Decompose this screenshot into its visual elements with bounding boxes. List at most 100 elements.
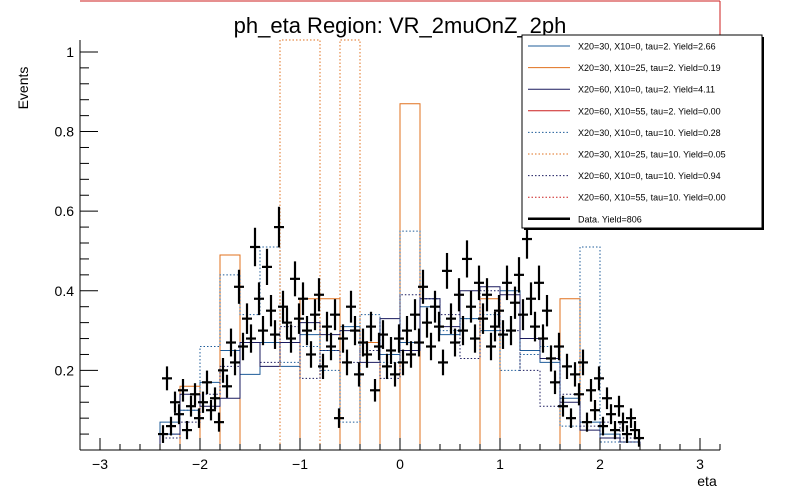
data-point	[258, 315, 268, 346]
data-point	[298, 282, 308, 316]
x-axis-label: eta	[697, 473, 717, 489]
data-point	[410, 299, 420, 331]
data-point	[610, 420, 620, 440]
data-point	[178, 378, 188, 402]
legend-label: X20=30, X10=0, tau=2. Yield=2.66	[578, 42, 716, 52]
x-tick-label: −3	[92, 456, 108, 472]
data-point	[354, 362, 364, 387]
data-point	[342, 349, 352, 376]
data-point	[194, 408, 204, 428]
data-point	[546, 345, 556, 372]
data-point	[182, 420, 192, 440]
data-point	[170, 391, 180, 413]
data-point	[322, 311, 332, 342]
data-point	[562, 353, 572, 380]
data-point	[162, 366, 172, 391]
data-point	[334, 408, 344, 428]
data-point	[366, 311, 376, 342]
data-point	[222, 374, 232, 398]
legend-label: X20=60, X10=55, tau=2. Yield=0.00	[578, 106, 721, 116]
data-point	[338, 324, 348, 353]
data-point	[246, 324, 256, 353]
data-point	[266, 294, 276, 327]
data-point	[314, 278, 324, 312]
data-point	[190, 383, 200, 406]
data-point	[578, 349, 588, 376]
data-point	[474, 265, 484, 301]
data-point	[214, 412, 224, 432]
y-tick-label: 0.2	[55, 362, 75, 378]
data-point	[574, 383, 584, 406]
data-point	[302, 315, 312, 346]
data-point	[470, 324, 480, 353]
legend-label: X20=60, X10=0, tau=2. Yield=4.11	[578, 85, 715, 95]
data-point	[486, 332, 496, 361]
data-point	[634, 429, 644, 447]
data-point	[606, 404, 616, 425]
data-point	[218, 357, 228, 383]
data-point	[270, 320, 280, 349]
y-axis-label: Events	[15, 67, 31, 110]
data-point	[622, 425, 632, 443]
legend-label: Data. Yield=806	[578, 214, 642, 224]
data-point	[510, 286, 520, 319]
data-point	[586, 378, 596, 402]
data-point	[482, 278, 492, 312]
data-point	[362, 341, 372, 368]
data-point	[406, 341, 416, 368]
data-point	[226, 328, 236, 357]
data-point	[230, 349, 240, 376]
data-point	[554, 332, 564, 361]
data-point	[234, 269, 244, 304]
data-point	[390, 362, 400, 387]
legend-label: X20=30, X10=25, tau=2. Yield=0.19	[578, 63, 721, 73]
axes: −3 −2 −1 0 1 2 3 0.2 0.4 0.6 0.8 1	[55, 40, 721, 472]
y-tick-label: 0.6	[55, 203, 75, 219]
x-tick-label: 3	[696, 456, 704, 472]
data-point	[454, 278, 464, 312]
data-point	[310, 299, 320, 331]
data-point	[418, 269, 428, 304]
data-point	[166, 416, 176, 436]
data-point	[378, 320, 388, 349]
data-point	[450, 328, 460, 357]
data-point	[538, 324, 548, 353]
data-point	[186, 395, 196, 417]
data-point	[382, 353, 392, 380]
data-point	[506, 315, 516, 346]
data-point	[514, 257, 524, 293]
data-point	[526, 282, 536, 316]
chart-title: ph_eta Region: VR_2muOnZ_2ph	[234, 13, 567, 38]
data-point	[282, 307, 292, 338]
legend-label: X20=60, X10=0, tau=10. Yield=0.94	[578, 171, 721, 181]
data-point	[618, 412, 628, 432]
y-tick-label: 0.4	[55, 283, 75, 299]
data-point	[614, 395, 624, 417]
data-point	[274, 206, 284, 248]
data-point	[174, 404, 184, 425]
y-tick-label: 1	[66, 44, 74, 60]
x-tick-label: 1	[496, 456, 504, 472]
data-point	[594, 366, 604, 391]
data-point	[494, 294, 504, 327]
data-point	[202, 370, 212, 395]
data-point	[598, 416, 608, 436]
data-point	[534, 265, 544, 301]
data-point	[570, 362, 580, 387]
data-point	[254, 282, 264, 316]
data-point	[262, 248, 272, 286]
data-point	[438, 349, 448, 376]
data-point	[278, 290, 288, 323]
data-point	[306, 341, 316, 368]
data-point	[626, 408, 636, 428]
data-point	[518, 299, 528, 331]
data-point	[206, 399, 216, 421]
y-tick-label: 0.8	[55, 124, 75, 140]
data-point	[286, 324, 296, 353]
data-point	[582, 412, 592, 432]
data-point	[458, 315, 468, 346]
legend-label: X20=60, X10=55, tau=10. Yield=0.00	[578, 193, 726, 203]
data-point	[422, 307, 432, 338]
data-point	[466, 290, 476, 323]
